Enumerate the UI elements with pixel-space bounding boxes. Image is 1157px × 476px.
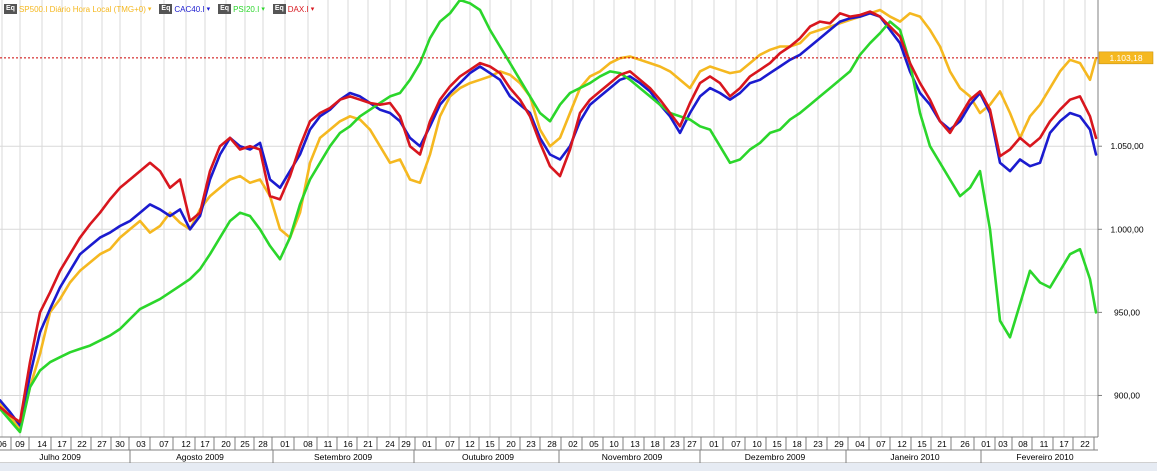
month-label: Dezembro 2009	[745, 452, 806, 462]
x-tick-label: 21	[363, 439, 373, 449]
series-line-cac40-i	[0, 12, 1098, 427]
x-tick-label: 29	[834, 439, 844, 449]
x-tick-label: 17	[57, 439, 67, 449]
legend-label: SP500.I Diário Hora Local (TMG+0)	[18, 4, 146, 14]
x-tick-label: 07	[445, 439, 455, 449]
y-tick-label: 1.000,00	[1110, 224, 1143, 234]
dropdown-arrow-icon[interactable]: ▾	[206, 6, 211, 13]
y-tick-label: 950,00	[1114, 307, 1140, 317]
x-tick-label: 27	[687, 439, 697, 449]
equity-icon: Eq	[4, 4, 17, 14]
x-tick-label: 01	[981, 439, 991, 449]
x-tick-label: 10	[752, 439, 762, 449]
month-label: Setembro 2009	[314, 452, 372, 462]
x-tick-label: 11	[324, 439, 333, 449]
x-tick-label: 01	[280, 439, 290, 449]
x-tick-label: 28	[258, 439, 268, 449]
current-value-badge	[1098, 51, 1154, 65]
x-tick-label: 18	[650, 439, 660, 449]
x-tick-label: 14	[37, 439, 47, 449]
x-tick-label: 09	[15, 439, 25, 449]
legend-label: DAX.I	[287, 4, 309, 14]
month-label: Julho 2009	[39, 452, 81, 462]
legend: Eq SP500.I Diário Hora Local (TMG+0) ▾ E…	[4, 2, 314, 16]
x-tick-label: 22	[77, 439, 87, 449]
legend-label: PSI20.I	[233, 4, 260, 14]
x-tick-label: 17	[1059, 439, 1069, 449]
series-line-dax-i	[0, 10, 1098, 424]
series-line-sp500-i	[0, 8, 1098, 431]
x-tick-label: 15	[485, 439, 495, 449]
x-tick-label: 23	[526, 439, 536, 449]
x-tick-label: 23	[670, 439, 680, 449]
x-tick-label: 22	[1080, 439, 1090, 449]
y-tick-label: 900,00	[1114, 390, 1140, 400]
month-label: Outubro 2009	[462, 452, 514, 462]
x-tick-label: 03	[998, 439, 1008, 449]
x-tick-label: 01	[422, 439, 432, 449]
x-tick-label: 24	[385, 439, 395, 449]
x-tick-label: 06	[0, 439, 7, 449]
x-tick-label: 07	[876, 439, 886, 449]
x-tick-label: 27	[97, 439, 107, 449]
month-label: Fevereiro 2010	[1016, 452, 1073, 462]
x-tick-label: 12	[181, 439, 191, 449]
legend-item-cac40[interactable]: Eq CAC40.I ▾	[159, 4, 210, 14]
x-tick-label: 13	[630, 439, 640, 449]
x-tick-label: 04	[855, 439, 865, 449]
dropdown-arrow-icon[interactable]: ▾	[310, 6, 315, 13]
x-tick-label: 23	[813, 439, 823, 449]
equity-icon: Eq	[272, 4, 286, 14]
legend-item-dax[interactable]: Eq DAX.I ▾	[272, 4, 315, 14]
legend-label: CAC40.I	[174, 4, 205, 14]
x-tick-label: 07	[159, 439, 169, 449]
month-label: Novembro 2009	[602, 452, 663, 462]
x-tick-label: 20	[221, 439, 231, 449]
legend-item-psi20[interactable]: Eq PSI20.I ▾	[218, 4, 265, 14]
x-tick-label: 29	[401, 439, 411, 449]
x-tick-label: 12	[465, 439, 475, 449]
dropdown-arrow-icon[interactable]: ▾	[261, 6, 265, 13]
y-tick-label: 1.050,00	[1110, 141, 1143, 151]
month-label: Janeiro 2010	[890, 452, 939, 462]
x-tick-label: 11	[1040, 439, 1049, 449]
x-tick-label: 05	[589, 439, 599, 449]
current-value-label: 1.103,18	[1109, 53, 1142, 63]
x-tick-label: 08	[1018, 439, 1028, 449]
x-tick-label: 02	[568, 439, 578, 449]
x-tick-label: 15	[772, 439, 782, 449]
x-tick-label: 30	[115, 439, 125, 449]
x-tick-label: 25	[240, 439, 250, 449]
x-tick-label: 28	[547, 439, 557, 449]
x-tick-label: 08	[303, 439, 313, 449]
equity-icon: Eq	[159, 4, 173, 14]
x-tick-label: 26	[960, 439, 970, 449]
x-tick-label: 03	[136, 439, 146, 449]
x-tick-label: 16	[343, 439, 353, 449]
dropdown-arrow-icon[interactable]: ▾	[147, 6, 152, 13]
x-tick-label: 10	[609, 439, 619, 449]
x-tick-label: 15	[917, 439, 927, 449]
x-tick-label: 21	[937, 439, 947, 449]
x-tick-label: 01	[709, 439, 719, 449]
x-tick-label: 07	[731, 439, 741, 449]
month-label: Agosto 2009	[176, 452, 224, 462]
series-line-psi20-i	[0, 0, 1098, 434]
x-tick-label: 18	[792, 439, 802, 449]
legend-item-sp500[interactable]: Eq SP500.I Diário Hora Local (TMG+0) ▾	[4, 4, 151, 14]
x-tick-label: 20	[506, 439, 516, 449]
equity-icon: Eq	[218, 4, 232, 14]
x-tick-label: 12	[897, 439, 907, 449]
x-tick-label: 17	[200, 439, 210, 449]
